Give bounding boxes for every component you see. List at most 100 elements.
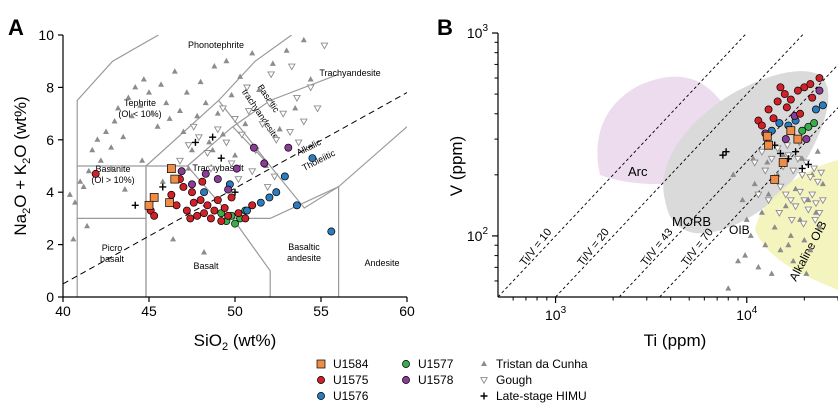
point-a-tristan-da-cunha <box>209 146 216 153</box>
point-b-tristan-da-cunha <box>747 232 754 238</box>
point-a-u1575 <box>188 188 196 197</box>
x-tick-label-a: 40 <box>55 303 71 319</box>
panel-a-points <box>66 36 336 255</box>
point-a-u1576 <box>292 201 301 210</box>
panel-b-x-axis-label: Ti (ppm) <box>644 331 707 350</box>
point-a-tristan-da-cunha <box>180 128 187 134</box>
legend-item-gough: Gough <box>480 373 532 387</box>
point-a-u1578 <box>249 143 258 152</box>
point-a-tristan-da-cunha <box>111 118 118 124</box>
point-b-gough <box>773 145 782 153</box>
point-a-tristan-da-cunha <box>121 186 128 192</box>
point-a-tristan-da-cunha <box>66 191 73 197</box>
point-b-u1575 <box>800 83 809 92</box>
point-a-u1575 <box>182 206 191 215</box>
point-b-tristan-da-cunha <box>819 180 826 187</box>
morb-field <box>663 71 829 234</box>
point-a-tristan-da-cunha <box>163 99 170 106</box>
point-a-u1578 <box>224 185 233 194</box>
x-tick-label-a: 60 <box>399 303 415 319</box>
point-a-gough <box>237 131 246 139</box>
legend-marker <box>481 360 487 366</box>
point-a-u1576 <box>200 188 208 197</box>
point-a-late-stage-himu <box>159 183 167 191</box>
point-b-gough <box>810 165 819 173</box>
point-b-gough <box>808 191 817 199</box>
point-a-tristan-da-cunha <box>77 178 84 184</box>
panel-label-b: B <box>437 15 453 40</box>
point-b-gough <box>799 220 808 228</box>
point-b-u1576 <box>811 105 820 114</box>
panel-a-y-axis-label: Na2O + K2O (wt%) <box>11 96 33 235</box>
point-a-tristan-da-cunha <box>189 146 195 153</box>
point-a-gough <box>244 108 253 116</box>
point-a-gough <box>270 173 279 181</box>
panel-label-a: A <box>8 15 24 40</box>
point-a-u1575 <box>248 201 257 210</box>
point-a-gough <box>279 110 288 118</box>
field-label-basalt: Basalt <box>193 261 219 271</box>
point-a-tristan-da-cunha <box>80 183 87 189</box>
point-b-tristan-da-cunha <box>790 257 797 264</box>
legend-marker <box>480 392 488 400</box>
point-b-gough <box>757 148 766 156</box>
point-b-tristan-da-cunha <box>785 241 792 248</box>
point-a-tristan-da-cunha <box>276 125 283 132</box>
point-a-tristan-da-cunha <box>149 110 156 116</box>
point-b-tristan-da-cunha <box>750 155 757 161</box>
field-label-picro-1: Picro <box>102 243 123 253</box>
point-b-tristan-da-cunha <box>730 171 737 177</box>
panel-b-axes <box>497 33 838 298</box>
point-a-u1578 <box>213 175 222 184</box>
point-a-gough <box>299 118 308 126</box>
x-tick-label-a: 55 <box>313 303 329 319</box>
point-a-u1575 <box>150 211 159 220</box>
point-b-tristan-da-cunha <box>762 241 769 248</box>
point-b-u1584 <box>786 126 796 136</box>
point-b-u1584 <box>764 140 773 150</box>
point-b-tristan-da-cunha <box>764 159 771 165</box>
point-b-gough <box>815 209 824 217</box>
point-a-u1576 <box>308 154 317 163</box>
legend-marker <box>317 392 325 400</box>
point-a-u1575 <box>241 214 250 223</box>
legend-item-tristan-da-cunha: Tristan da Cunha <box>481 357 588 371</box>
point-a-gough <box>203 150 212 158</box>
point-b-late-stage-himu <box>804 160 812 168</box>
point-a-u1575 <box>227 193 236 202</box>
point-a-u1584 <box>167 164 176 173</box>
point-a-u1578 <box>260 159 269 168</box>
point-a-gough <box>287 63 296 71</box>
point-a-u1575 <box>200 209 208 218</box>
panel-b-points <box>719 74 827 291</box>
field-label-andesite: Andesite <box>364 258 399 268</box>
point-b-tristan-da-cunha <box>787 232 794 238</box>
legend-label: Tristan da Cunha <box>496 357 588 371</box>
point-a-gough <box>194 134 203 142</box>
point-b-tristan-da-cunha <box>765 191 772 197</box>
point-b-tristan-da-cunha <box>782 202 789 209</box>
point-a-tristan-da-cunha <box>94 136 101 142</box>
point-b-u1575 <box>773 97 782 106</box>
point-b-tristan-da-cunha <box>805 196 812 203</box>
point-a-u1575 <box>179 183 188 191</box>
legend-label: U1577 <box>418 357 454 371</box>
point-a-tristan-da-cunha <box>292 104 299 111</box>
ratio-line-label: Ti/V = 10 <box>518 226 554 268</box>
point-a-u1575 <box>210 206 219 215</box>
point-b-u1577 <box>810 119 819 127</box>
legend-label: U1576 <box>333 389 369 403</box>
point-a-gough <box>189 123 198 131</box>
point-a-u1578 <box>201 169 210 178</box>
point-b-gough <box>767 155 776 163</box>
ratio-line <box>498 33 748 297</box>
point-b-late-stage-himu <box>798 164 806 172</box>
point-a-u1576 <box>272 188 281 197</box>
point-a-tristan-da-cunha <box>197 78 204 85</box>
point-b-gough <box>754 191 763 199</box>
legend-item-u1576: U1576 <box>317 389 369 403</box>
point-a-tristan-da-cunha <box>89 146 96 153</box>
point-a-gough <box>313 105 322 113</box>
point-a-u1575 <box>224 211 233 220</box>
point-b-gough <box>798 171 807 179</box>
